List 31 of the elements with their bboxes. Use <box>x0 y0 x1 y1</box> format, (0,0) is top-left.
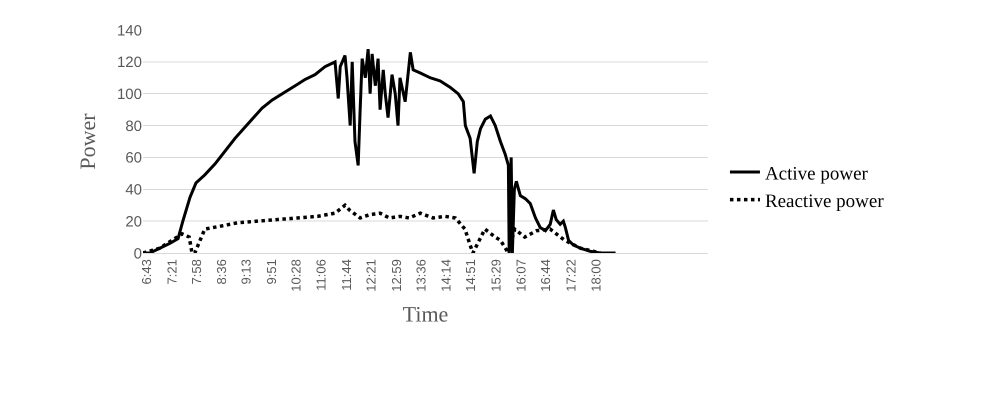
x-tick-label: 9:51 <box>264 259 279 285</box>
y-tick-label: 120 <box>116 54 142 72</box>
x-tick-label: 15:29 <box>488 259 504 292</box>
x-tick-label: 16:07 <box>514 259 529 292</box>
y-tick-label: 80 <box>125 118 142 135</box>
x-tick-label: 9:13 <box>238 259 254 285</box>
y-tick-label: 0 <box>134 245 142 262</box>
y-tick-label: 100 <box>116 86 142 103</box>
y-tick-label: 40 <box>125 182 142 199</box>
x-tick-label: 11:06 <box>314 259 329 291</box>
y-tick-label: 60 <box>125 150 142 167</box>
x-tick-label: 7:21 <box>164 259 180 285</box>
y-axis-title: Power <box>74 112 100 170</box>
x-tick-label: 10:28 <box>288 259 304 292</box>
x-tick-label: 14:14 <box>438 259 454 292</box>
x-tick-label: 6:43 <box>139 259 154 285</box>
x-tick-label: 12:21 <box>364 259 379 292</box>
x-tick-label: 14:51 <box>463 259 478 292</box>
x-tick-label: 12:59 <box>388 259 404 292</box>
x-tick-label: 17:22 <box>563 259 578 292</box>
legend-label: Active power <box>764 163 868 184</box>
x-tick-label: 7:58 <box>188 259 204 285</box>
x-tick-label: 18:00 <box>588 259 604 292</box>
y-tick-label: 140 <box>116 22 142 40</box>
x-tick-label: 8:36 <box>214 259 230 285</box>
y-tick-label: 20 <box>125 213 142 230</box>
x-tick-label: 13:36 <box>413 259 428 292</box>
x-axis-title: Time <box>402 302 448 327</box>
x-tick-label: 16:44 <box>538 259 554 292</box>
x-tick-label: 11:44 <box>338 259 354 291</box>
legend-label: Reactive power <box>764 191 884 212</box>
